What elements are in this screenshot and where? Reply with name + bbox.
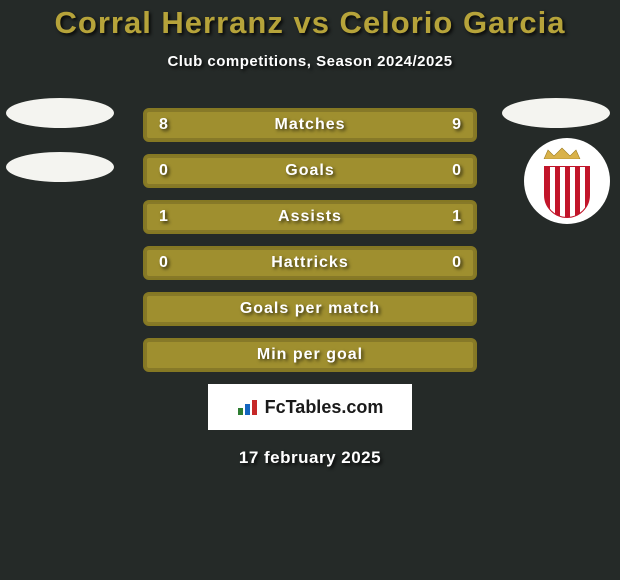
stat-value-left: 1 xyxy=(159,208,168,226)
stats-area: Matches89Goals00Assists11Hattricks00Goal… xyxy=(0,108,620,372)
crown-icon xyxy=(542,147,582,159)
bar-chart-icon xyxy=(237,399,259,415)
player1-badge-2 xyxy=(6,152,114,182)
player1-badge-1 xyxy=(6,98,114,128)
stat-value-right: 0 xyxy=(452,254,461,272)
stat-row: Hattricks 0 0 xyxy=(143,246,477,280)
subtitle: Club competitions, Season 2024/2025 xyxy=(0,53,620,70)
stat-rows: Matches89Goals00Assists11Hattricks00Goal… xyxy=(0,108,620,372)
stat-row: Goals per match xyxy=(143,292,477,326)
stat-value-right: 9 xyxy=(452,116,461,134)
stat-value-right: 1 xyxy=(452,208,461,226)
stat-value-left: 0 xyxy=(159,254,168,272)
player2-club-badge xyxy=(524,138,610,224)
brand-text: FcTables.com xyxy=(265,397,384,418)
stat-label: Min per goal xyxy=(257,346,363,364)
footer-date: 17 february 2025 xyxy=(0,448,620,468)
stat-row: Matches 8 9 xyxy=(143,108,477,142)
club-crest-icon xyxy=(524,138,610,224)
stat-label: Hattricks xyxy=(271,254,348,272)
brand-box[interactable]: FcTables.com xyxy=(208,384,412,430)
stat-label: Goals per match xyxy=(240,300,380,318)
stat-label: Assists xyxy=(278,208,342,226)
stat-row: Goals 0 0 xyxy=(143,154,477,188)
stat-row: Assists 1 1 xyxy=(143,200,477,234)
stat-value-right: 0 xyxy=(452,162,461,180)
stat-row: Min per goal xyxy=(143,338,477,372)
stat-value-left: 0 xyxy=(159,162,168,180)
page-title: Corral Herranz vs Celorio Garcia xyxy=(0,5,620,41)
player2-badge-1 xyxy=(502,98,610,128)
stat-label: Goals xyxy=(285,162,334,180)
stat-label: Matches xyxy=(274,116,345,134)
stat-value-left: 8 xyxy=(159,116,168,134)
comparison-card: Corral Herranz vs Celorio Garcia Club co… xyxy=(0,0,620,580)
stripes-icon xyxy=(544,166,590,218)
